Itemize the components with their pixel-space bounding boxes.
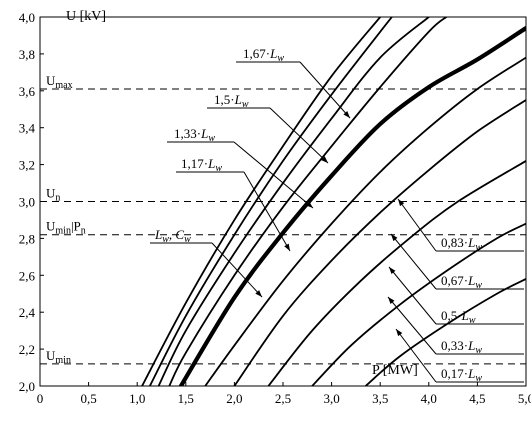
- leader-line: [211, 242, 263, 298]
- leader-arrowhead: [398, 199, 405, 207]
- leader-arrowhead: [396, 329, 403, 337]
- series-label: 0,5·Lw: [441, 308, 476, 326]
- series-line: [178, 25, 526, 386]
- series-label: 1,5·Lw: [214, 92, 249, 110]
- y-tick-label: 2,6: [19, 268, 36, 283]
- y-tick-label: 4,0: [19, 10, 35, 25]
- series-line: [364, 278, 526, 386]
- y-tick-label: 2,4: [19, 305, 36, 320]
- x-tick-label: 1,5: [178, 391, 194, 406]
- y-axis-title: U [kV]: [66, 9, 106, 24]
- leader-line: [395, 328, 437, 383]
- series-label: 0,17·Lw: [441, 366, 482, 384]
- series-line: [204, 56, 526, 386]
- x-tick-label: 5,0: [518, 391, 531, 406]
- leader-arrowhead: [255, 290, 262, 297]
- leader-arrowhead: [389, 267, 396, 275]
- leader-line: [299, 61, 351, 119]
- y-tick-label: 2,8: [19, 231, 35, 246]
- leader-line: [387, 296, 437, 355]
- x-tick-label: 3,5: [372, 391, 388, 406]
- leader-arrowhead: [388, 297, 395, 305]
- series-label: Lw, Cw: [154, 227, 191, 245]
- x-tick-label: 2,5: [275, 391, 291, 406]
- x-tick-label: 4,0: [421, 391, 437, 406]
- y-tick-label: 2,2: [19, 342, 35, 357]
- series-line: [141, 17, 382, 386]
- leader-line: [390, 233, 437, 290]
- x-tick-label: 0,5: [80, 391, 96, 406]
- y-tick-label: 3,2: [19, 158, 35, 173]
- leader-line: [269, 107, 329, 164]
- leader-line: [397, 198, 437, 252]
- y-tick-label: 3,8: [19, 47, 35, 62]
- leader-arrowhead: [305, 201, 313, 208]
- x-tick-label: 0: [37, 391, 44, 406]
- leader-arrowhead: [343, 111, 350, 118]
- series-line: [233, 99, 526, 386]
- y-tick-label: 2,0: [19, 379, 35, 394]
- x-tick-label: 3,0: [323, 391, 339, 406]
- y-tick-label: 3,0: [19, 195, 35, 210]
- series-line: [311, 222, 526, 386]
- leader-arrowhead: [321, 156, 328, 163]
- leader-line: [388, 266, 437, 325]
- x-tick-label: 2,0: [226, 391, 242, 406]
- series-label: 1,17·Lw: [181, 156, 222, 174]
- series-label: 0,33·Lw: [441, 338, 482, 356]
- x-tick-label: 4,5: [469, 391, 485, 406]
- series-label: 1,33·Lw: [174, 126, 215, 144]
- series-label: 0,83·Lw: [441, 235, 482, 253]
- x-tick-label: 1,0: [129, 391, 145, 406]
- series-label: 0,67·Lw: [441, 273, 482, 291]
- series-line: [267, 160, 526, 386]
- series-line: [168, 17, 448, 386]
- y-tick-label: 3,6: [19, 84, 36, 99]
- series-label: 1,67·Lw: [243, 46, 284, 64]
- leader-line: [243, 171, 291, 252]
- y-tick-label: 3,4: [19, 121, 36, 136]
- leader-line: [233, 141, 314, 209]
- leader-arrowhead: [391, 234, 398, 242]
- x-axis-title: P [MW]: [372, 363, 418, 378]
- leader-arrowhead: [284, 243, 290, 251]
- series-line: [148, 17, 393, 386]
